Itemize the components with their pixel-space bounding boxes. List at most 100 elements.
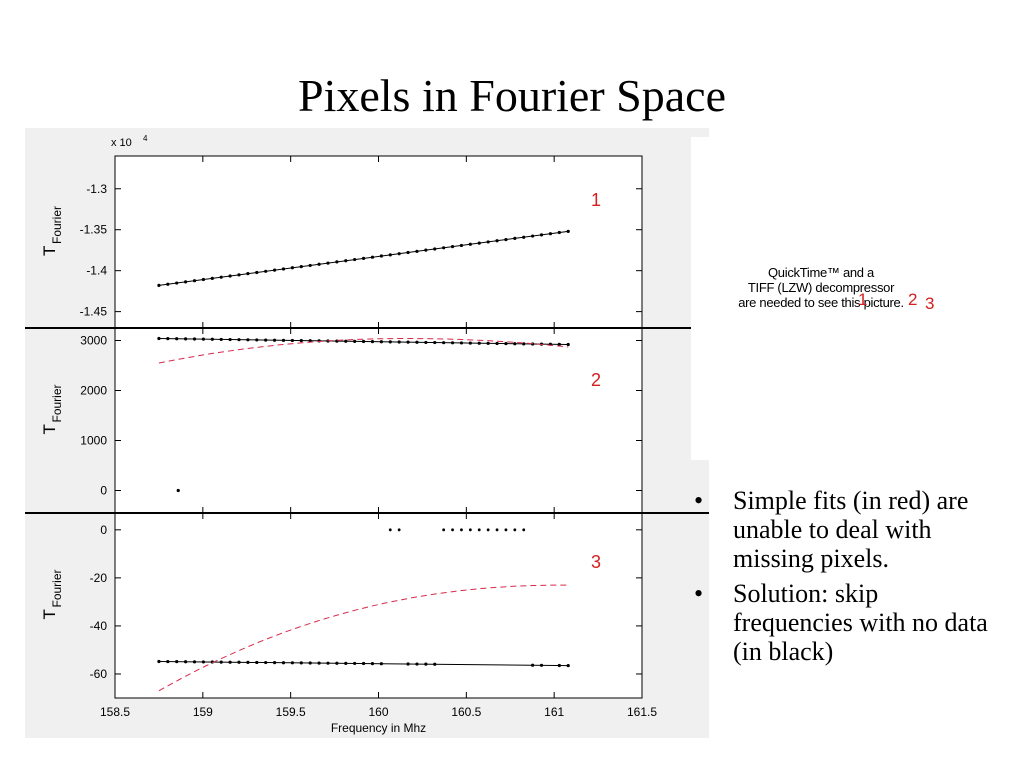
- data-point: [219, 275, 223, 279]
- y-tick-label: -1.4: [86, 264, 107, 278]
- data-point-outlier: [176, 488, 180, 493]
- data-point: [184, 660, 188, 664]
- data-point: [548, 232, 553, 236]
- data-point: [424, 248, 428, 252]
- data-point: [228, 337, 232, 342]
- data-point: [361, 339, 366, 344]
- data-point: [326, 261, 330, 265]
- data-point: [290, 266, 294, 270]
- data-point-outlier: [468, 528, 472, 532]
- data-point: [228, 660, 232, 664]
- bullet-item: Simple fits (in red) are unable to deal …: [690, 486, 990, 573]
- y-tick-label: -1.45: [80, 305, 108, 319]
- data-point: [513, 236, 517, 241]
- data-point: [468, 341, 472, 345]
- data-point-outlier: [513, 528, 517, 532]
- data-point: [246, 338, 250, 342]
- quicktime-line-2: TIFF (LZW) decompressor: [747, 280, 895, 295]
- data-point-outlier: [460, 528, 463, 532]
- data-point-outlier: [522, 528, 526, 532]
- data-point: [344, 259, 348, 263]
- data-point: [557, 342, 561, 346]
- data-point: [166, 282, 170, 286]
- quicktime-label-3: 3: [925, 294, 935, 313]
- data-point: [228, 274, 232, 278]
- data-point: [264, 660, 268, 665]
- quicktime-line-1: QuickTime™ and a: [768, 265, 874, 280]
- data-point: [281, 338, 286, 342]
- data-point: [353, 257, 357, 262]
- y-axis-label-sub: Fourier: [50, 569, 64, 607]
- data-point: [299, 338, 303, 343]
- data-point: [450, 341, 455, 345]
- quicktime-label-1: 1: [858, 290, 868, 309]
- data-point: [344, 339, 348, 343]
- data-point: [166, 337, 170, 341]
- data-point-outlier: [477, 528, 481, 532]
- y-tick-label: 1000: [80, 434, 107, 448]
- data-point: [290, 661, 294, 665]
- data-point: [264, 269, 268, 273]
- data-point: [344, 661, 348, 665]
- data-point: [495, 239, 499, 243]
- data-point-outlier: [451, 528, 454, 532]
- data-point: [192, 660, 197, 664]
- data-point: [504, 237, 508, 242]
- data-point: [281, 267, 286, 271]
- slide-title: Pixels in Fourier Space: [298, 70, 726, 121]
- quicktime-line-3: are needed to see this picture.: [738, 295, 904, 310]
- data-point: [557, 230, 561, 235]
- y-axis-label: T: [40, 424, 59, 434]
- data-point: [175, 660, 179, 664]
- data-point: [370, 662, 375, 666]
- data-point-outlier: [397, 528, 401, 532]
- data-point: [379, 340, 383, 344]
- data-point: [415, 340, 419, 344]
- x-tick-label: 159: [193, 705, 213, 719]
- data-point: [255, 660, 259, 665]
- data-point: [255, 270, 259, 275]
- data-point: [397, 340, 401, 344]
- data-point-outlier: [504, 528, 508, 532]
- x-tick-label: 160: [368, 705, 388, 719]
- data-point: [281, 661, 286, 665]
- data-point-outlier: [442, 528, 446, 532]
- data-point: [459, 341, 464, 345]
- data-point: [308, 263, 312, 268]
- data-point: [353, 661, 357, 666]
- data-point: [406, 250, 410, 255]
- data-point: [361, 661, 366, 666]
- quicktime-message: QuickTime™ and a TIFF (LZW) decompressor…: [691, 265, 951, 310]
- y-tick-label: -20: [90, 571, 108, 585]
- y-tick-label: 3000: [80, 334, 107, 348]
- panel-label-2: 2: [591, 370, 601, 390]
- x-axis-label: Frequency in Mhz: [331, 721, 426, 735]
- data-point: [370, 255, 375, 259]
- data-point: [192, 337, 197, 341]
- y-multiplier-exponent: 4: [143, 134, 148, 143]
- data-point: [246, 660, 250, 664]
- data-point: [406, 340, 410, 344]
- data-point: [477, 241, 481, 245]
- x-tick-label: 161.5: [627, 705, 657, 719]
- data-point: [433, 247, 437, 251]
- data-point: [513, 342, 517, 346]
- y-axis-label: T: [40, 246, 59, 256]
- data-point: [192, 279, 197, 283]
- data-point: [246, 272, 250, 276]
- data-point: [361, 256, 366, 260]
- x-tick-label: 158.5: [100, 705, 130, 719]
- data-point: [157, 336, 161, 341]
- data-point: [201, 660, 206, 664]
- y-tick-label: -1.3: [86, 182, 107, 196]
- data-point: [424, 662, 428, 666]
- panel-label-3: 3: [591, 552, 601, 572]
- quicktime-label-2: 2: [908, 290, 918, 309]
- data-point: [433, 340, 437, 345]
- data-point: [415, 662, 419, 666]
- data-point: [397, 252, 401, 256]
- y-multiplier: x 10: [111, 137, 132, 149]
- data-point: [442, 341, 446, 345]
- data-point: [201, 337, 206, 341]
- x-tick-label: 159.5: [276, 705, 306, 719]
